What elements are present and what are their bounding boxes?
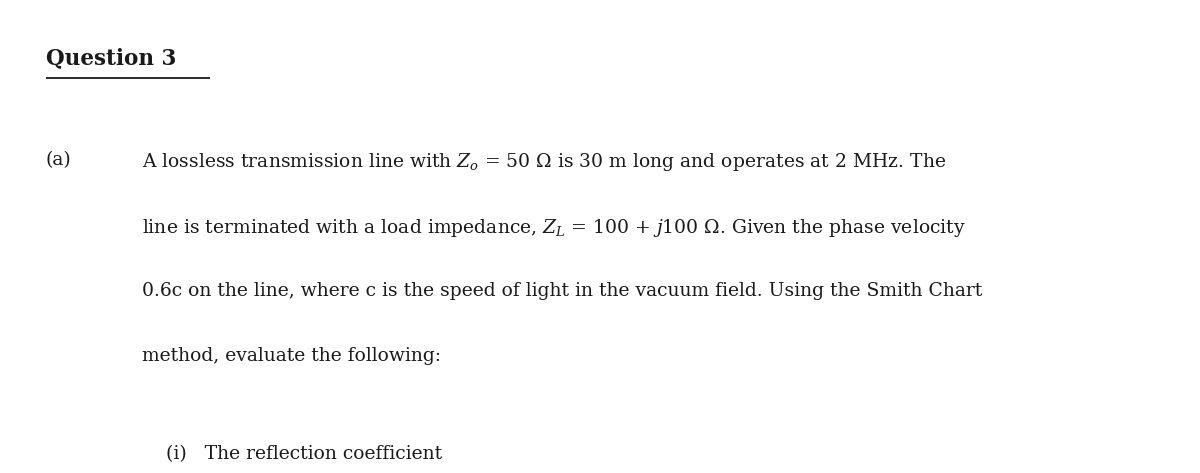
Text: line is terminated with a load impedance, $Z_L$ = 100 + $j$100 Ω. Given the phas: line is terminated with a load impedance… <box>142 217 966 239</box>
Text: A lossless transmission line with $Z_o$ = 50 Ω is 30 m long and operates at 2 MH: A lossless transmission line with $Z_o$ … <box>142 151 946 174</box>
Text: (i)   The reflection coefficient: (i) The reflection coefficient <box>166 446 442 464</box>
Text: method, evaluate the following:: method, evaluate the following: <box>142 347 440 365</box>
Text: 0.6c on the line, where c is the speed of light in the vacuum field. Using the S: 0.6c on the line, where c is the speed o… <box>142 282 982 300</box>
Text: (a): (a) <box>46 151 71 169</box>
Text: Question 3: Question 3 <box>46 47 176 70</box>
